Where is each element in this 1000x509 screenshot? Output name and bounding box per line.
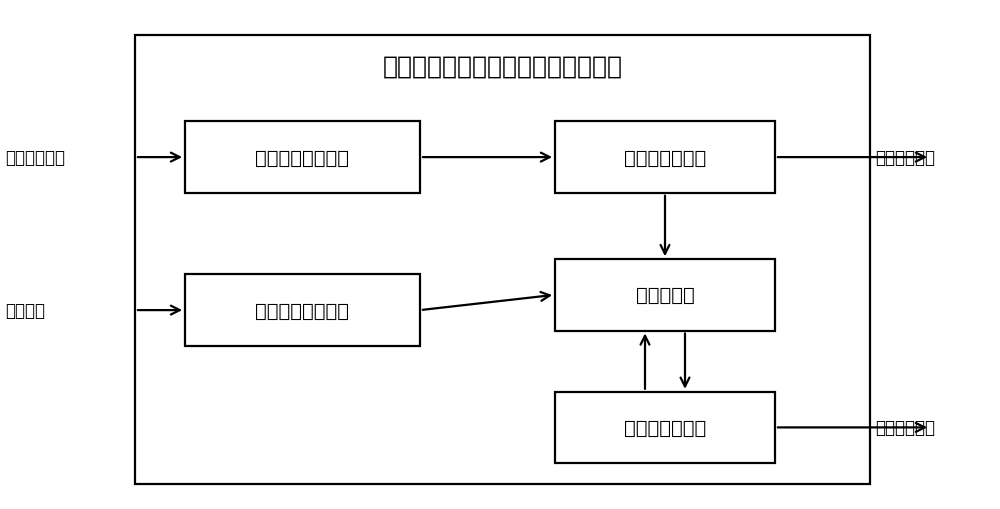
Text: 飞行分析数据: 飞行分析数据 xyxy=(875,418,935,437)
Text: 飞行参数: 飞行参数 xyxy=(5,301,45,320)
Bar xyxy=(555,392,775,463)
Text: 飞行器运动状态测量与数据处理系统: 飞行器运动状态测量与数据处理系统 xyxy=(382,54,622,78)
Bar xyxy=(135,36,870,484)
Text: 飞行参数采集单元: 飞行参数采集单元 xyxy=(256,301,350,320)
Bar xyxy=(555,260,775,331)
Text: 在线处理计算机: 在线处理计算机 xyxy=(624,148,706,167)
Text: 离线处理计算机: 离线处理计算机 xyxy=(624,418,706,437)
Text: 空间环境参数: 空间环境参数 xyxy=(5,149,65,167)
Text: 数据记录仪: 数据记录仪 xyxy=(636,286,694,305)
Text: 环境参数采集单元: 环境参数采集单元 xyxy=(256,148,350,167)
Text: 飞行控制指令: 飞行控制指令 xyxy=(875,149,935,167)
Bar xyxy=(185,122,420,193)
Bar xyxy=(185,275,420,346)
Bar xyxy=(555,122,775,193)
